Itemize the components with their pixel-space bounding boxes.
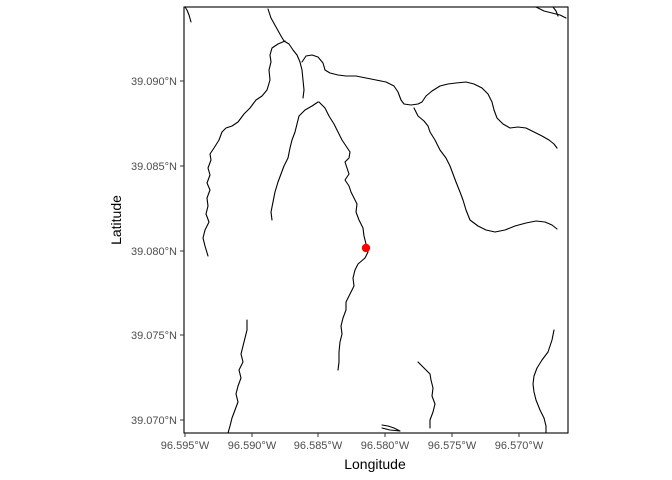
y-tick-label: 39.070°N: [131, 415, 177, 427]
x-tick-label: 96.580°W: [361, 440, 410, 452]
stream-line: [535, 6, 567, 19]
stream-line: [532, 329, 555, 434]
stream-line: [413, 107, 558, 233]
y-tick-label: 39.090°N: [131, 76, 177, 88]
y-axis: 39.090°N 39.085°N 39.080°N 39.075°N 39.0…: [131, 76, 184, 427]
stream-line: [417, 361, 436, 429]
x-tick-label: 96.590°W: [228, 440, 277, 452]
stream-line: [301, 54, 558, 149]
y-tick-label: 39.075°N: [131, 330, 177, 342]
x-tick-label: 96.585°W: [294, 440, 343, 452]
stream-network: [184, 6, 567, 434]
y-tick-label: 39.085°N: [131, 161, 177, 173]
x-tick-label: 96.575°W: [428, 440, 477, 452]
stream-line: [184, 6, 192, 23]
x-axis-title: Longitude: [344, 456, 406, 472]
site-marker-dot[interactable]: [361, 243, 371, 253]
x-tick-label: 96.595°W: [161, 440, 210, 452]
x-axis: 96.595°W 96.590°W 96.585°W 96.580°W 96.5…: [161, 433, 544, 452]
y-axis-title: Latitude: [108, 195, 124, 245]
stream-line: [267, 8, 305, 99]
stream-line: [227, 319, 248, 434]
map-panel: [184, 7, 568, 433]
stream-line: [552, 6, 559, 17]
y-tick-label: 39.080°N: [131, 246, 177, 258]
stream-line: [381, 424, 401, 432]
stream-line: [270, 101, 319, 221]
stream-line: [318, 101, 369, 371]
map-panel-border: [183, 6, 569, 434]
x-tick-label: 96.570°W: [495, 440, 544, 452]
stream-line: [202, 40, 286, 257]
